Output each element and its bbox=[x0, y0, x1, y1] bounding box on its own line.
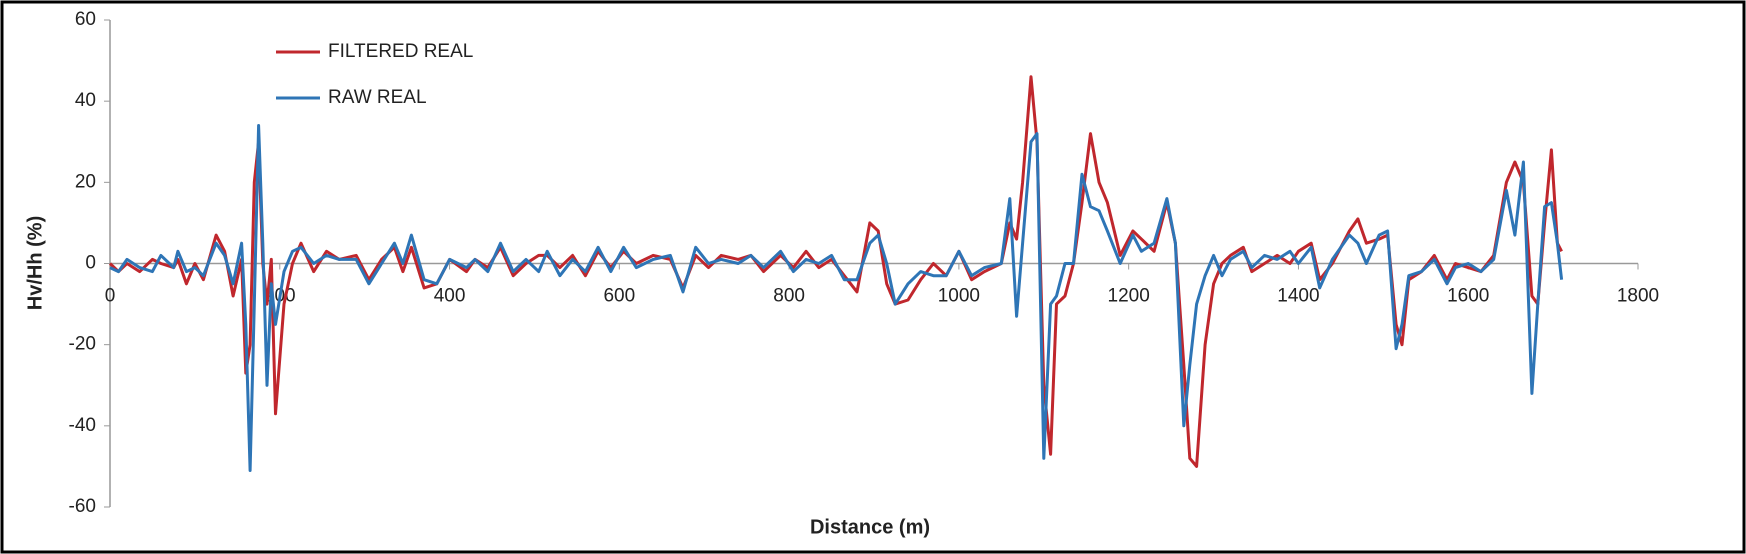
y-tick-label: -40 bbox=[69, 415, 96, 436]
x-axis-label: Distance (m) bbox=[810, 516, 930, 538]
y-tick-label: 0 bbox=[85, 253, 96, 274]
legend-label: FILTERED REAL bbox=[328, 41, 473, 62]
y-tick-label: 20 bbox=[75, 171, 96, 192]
x-tick-label: 1000 bbox=[938, 286, 980, 307]
x-tick-label: 600 bbox=[603, 286, 635, 307]
x-tick-label: 400 bbox=[434, 286, 466, 307]
legend-label: RAW REAL bbox=[328, 87, 427, 108]
y-tick-label: -60 bbox=[69, 496, 96, 517]
y-tick-label: -20 bbox=[69, 334, 96, 355]
x-tick-label: 1400 bbox=[1277, 286, 1319, 307]
x-tick-label: 1600 bbox=[1447, 286, 1489, 307]
y-axis-label: Hv/Hh (%) bbox=[24, 216, 46, 310]
x-tick-label: 1800 bbox=[1617, 286, 1659, 307]
y-tick-label: 40 bbox=[75, 90, 96, 111]
x-tick-label: 800 bbox=[773, 286, 805, 307]
x-tick-label: 0 bbox=[105, 286, 116, 307]
x-tick-label: 1200 bbox=[1108, 286, 1150, 307]
line-series bbox=[109, 124, 1564, 472]
y-tick-label: 60 bbox=[75, 9, 96, 30]
